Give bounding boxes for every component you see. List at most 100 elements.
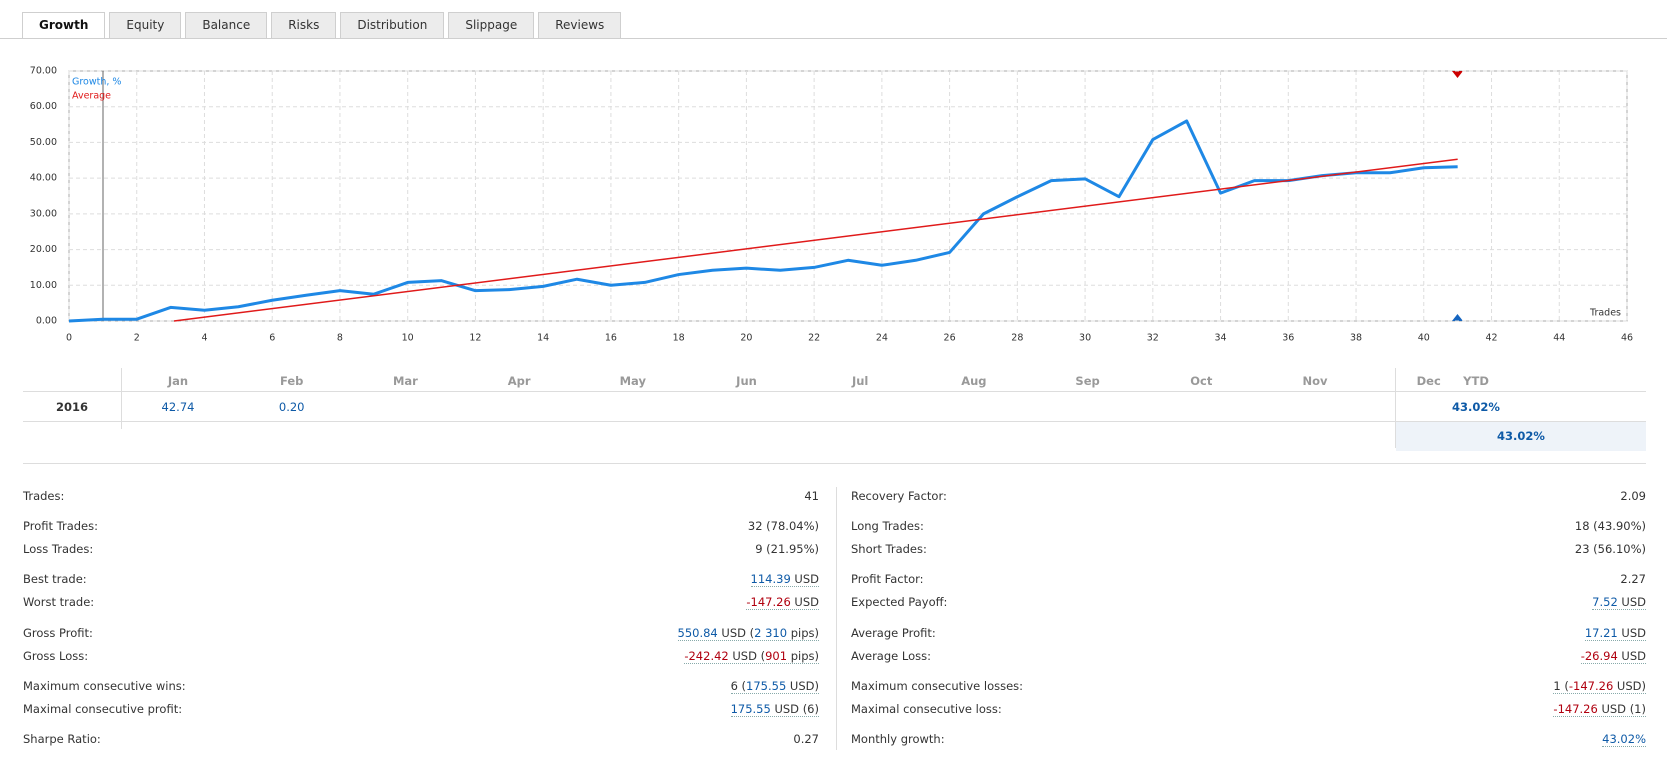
value-part: USD (790, 572, 819, 586)
month-header: May (619, 374, 646, 388)
value-part: -26.94 (1580, 649, 1618, 663)
stat-value-text: 0.27 (793, 732, 819, 746)
x-axis-label: Trades (1589, 308, 1621, 319)
stat-label: Monthly growth: (851, 732, 945, 746)
total-row: Total:43.02% (23, 422, 1646, 451)
stat-label: Recovery Factor: (851, 489, 947, 503)
stat-label: Expected Payoff: (851, 595, 948, 609)
x-tick-label: 40 (1418, 333, 1430, 344)
x-tick-label: 28 (1011, 333, 1023, 344)
x-tick-label: 18 (673, 333, 685, 344)
tab-divider (0, 38, 1667, 39)
stat-value-text: -26.94 USD (1580, 649, 1646, 664)
value-part: 0.27 (793, 732, 819, 746)
month-header: Jul (851, 374, 869, 388)
value-part: 23 (56.10%) (1574, 542, 1646, 556)
stat-value: -242.42 USD (901 pips) (684, 649, 819, 664)
x-tick-label: 22 (808, 333, 820, 344)
value-part: USD) (1613, 679, 1646, 693)
stat-value: 6 (175.55 USD) (730, 679, 819, 694)
stat-value: 2.27 (1620, 572, 1646, 586)
stat-label: Average Profit: (851, 626, 936, 640)
value-part: -147.26 (1568, 679, 1614, 693)
x-tick-label: 16 (605, 333, 617, 344)
stat-value: 18 (43.90%) (1575, 519, 1646, 533)
value-part: USD (1) (1597, 702, 1646, 716)
month-header: Nov (1302, 374, 1328, 388)
stat-value-text: 175.55 USD (6) (730, 702, 819, 717)
value-part: -147.26 (1553, 702, 1598, 716)
legend-label: Growth, % (72, 77, 121, 88)
tab[interactable]: Balance (185, 12, 268, 38)
ytd-value: 43.02% (1452, 400, 1500, 414)
x-tick-label: 24 (876, 333, 888, 344)
x-tick-label: 14 (537, 333, 549, 344)
value-part: USD (790, 595, 819, 609)
tab[interactable]: Distribution (340, 12, 445, 38)
tab[interactable]: Slippage (448, 12, 535, 38)
stat-label: Worst trade: (23, 595, 95, 609)
y-tick-label: 50.00 (30, 137, 57, 148)
stat-value: 114.39 USD (750, 572, 819, 587)
value-part: 114.39 (750, 572, 791, 586)
month-header: Feb (279, 374, 304, 388)
x-tick-label: 2 (134, 333, 140, 344)
x-tick-label: 42 (1485, 333, 1497, 344)
value-part: 2.09 (1620, 489, 1646, 503)
stat-value-text: -147.26 USD (1) (1553, 702, 1646, 717)
stat-value-text: 23 (56.10%) (1575, 542, 1646, 556)
value-part: 32 (78.04%) (747, 519, 819, 533)
table-header: Jan Feb Mar Apr May Jun Jul Aug Sep Oct Nov Dec YTD (23, 368, 1646, 448)
stat-value: -147.26 USD (746, 595, 819, 610)
stat-value: 23 (56.10%) (1575, 542, 1646, 556)
x-tick-label: 4 (201, 333, 207, 344)
tab[interactable]: Equity (109, 12, 182, 38)
stat-value: -147.26 USD (1) (1553, 702, 1646, 717)
stat-value: 2.09 (1620, 489, 1646, 503)
month-header: Dec (1416, 374, 1441, 388)
stat-value-text: 550.84 USD (2 310 pips) (677, 626, 819, 641)
value-part: USD (6) (770, 702, 819, 716)
value-part: pips) (787, 649, 819, 663)
y-tick-label: 10.00 (30, 280, 57, 291)
value-part: USD (1617, 626, 1646, 640)
value-part: 6 ( (730, 679, 747, 693)
table-row: 2016 42.74 0.20 43.02% (23, 392, 1646, 422)
y-tick-label: 70.00 (30, 66, 57, 77)
x-tick-label: 26 (944, 333, 956, 344)
stat-value-text: -147.26 USD (746, 595, 819, 610)
series-line (173, 158, 1458, 322)
value-part: USD (1617, 649, 1646, 663)
value-part: 43.02% (1602, 732, 1646, 746)
growth-chart: 0.00 10.00 20.00 30.00 40.00 50.00 60.00 70.00 0… (30, 66, 1633, 344)
month-header: Sep (1075, 374, 1100, 388)
stat-value: 43.02% (1602, 732, 1646, 747)
month-header: Mar (392, 374, 418, 388)
stat-label: Loss Trades: (23, 542, 94, 556)
stat-value: 550.84 USD (2 310 pips) (677, 626, 819, 641)
x-tick-label: 36 (1282, 333, 1294, 344)
value-part: 175.55 (746, 679, 787, 693)
month-value: 42.74 (161, 400, 195, 414)
tab[interactable]: Reviews (538, 12, 622, 38)
value-part: 41 (804, 489, 819, 503)
stat-value-text: 32 (78.04%) (748, 519, 819, 533)
value-part: 1 ( (1553, 679, 1569, 693)
legend-label: Average (72, 91, 111, 102)
x-tick-label: 32 (1147, 333, 1159, 344)
bottom-marker (1452, 314, 1463, 321)
y-tick-label: 0.00 (36, 316, 57, 327)
tab[interactable]: Risks (271, 12, 337, 38)
total-value: 43.02% (1396, 422, 1646, 451)
value-part: pips) (787, 626, 819, 640)
value-part: -147.26 (746, 595, 791, 609)
stat-label: Maximal consecutive profit: (23, 702, 183, 716)
value-part: 901 (765, 649, 788, 663)
month-header: Oct (1190, 374, 1213, 388)
stat-label: Trades: (23, 489, 65, 503)
x-tick-label: 8 (337, 333, 343, 344)
tab[interactable]: Growth (22, 12, 106, 39)
stat-label: Average Loss: (851, 649, 931, 663)
stat-label: Best trade: (23, 572, 87, 586)
month-header: Jun (736, 374, 757, 388)
